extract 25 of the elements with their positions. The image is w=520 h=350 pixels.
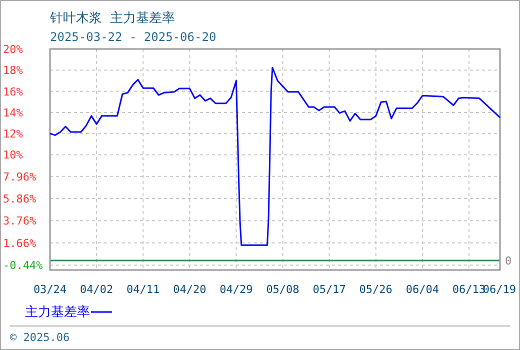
x-tick-label: 05/17 <box>312 283 346 296</box>
y-tick-label: 3.76% <box>3 214 36 228</box>
chart-subtitle: 2025-03-22 - 2025-06-20 <box>50 30 216 44</box>
x-tick-label: 03/24 <box>33 283 67 296</box>
x-tick-label: 05/08 <box>266 283 300 296</box>
y-tick-label: -0.44% <box>3 259 44 272</box>
ref-line-label: 0 <box>505 254 512 268</box>
x-tick-label: 04/20 <box>173 283 206 296</box>
x-tick-label: 05/26 <box>359 283 392 296</box>
y-tick-label: 12% <box>3 128 24 141</box>
x-tick-label: 04/11 <box>126 283 160 296</box>
x-tick-label: 04/02 <box>80 283 114 296</box>
y-tick-label: 5.86% <box>3 192 36 206</box>
y-tick-label: 16% <box>3 85 24 98</box>
y-tick-label: 7.96% <box>3 170 36 184</box>
y-tick-label: 10% <box>3 148 24 162</box>
text: © 2025.06 <box>10 331 70 344</box>
y-tick-label: 1.66% <box>3 236 36 250</box>
y-tick-label: 20% <box>3 43 24 56</box>
y-tick-label: 14% <box>3 106 24 120</box>
y-tick-label: 18% <box>3 64 24 78</box>
x-tick-label: 06/04 <box>406 283 440 296</box>
chart-title: 针叶木浆 主力基差率 <box>49 10 175 26</box>
x-tick-label: 04/29 <box>220 283 253 296</box>
legend-label: 主力基差率 <box>25 304 90 320</box>
